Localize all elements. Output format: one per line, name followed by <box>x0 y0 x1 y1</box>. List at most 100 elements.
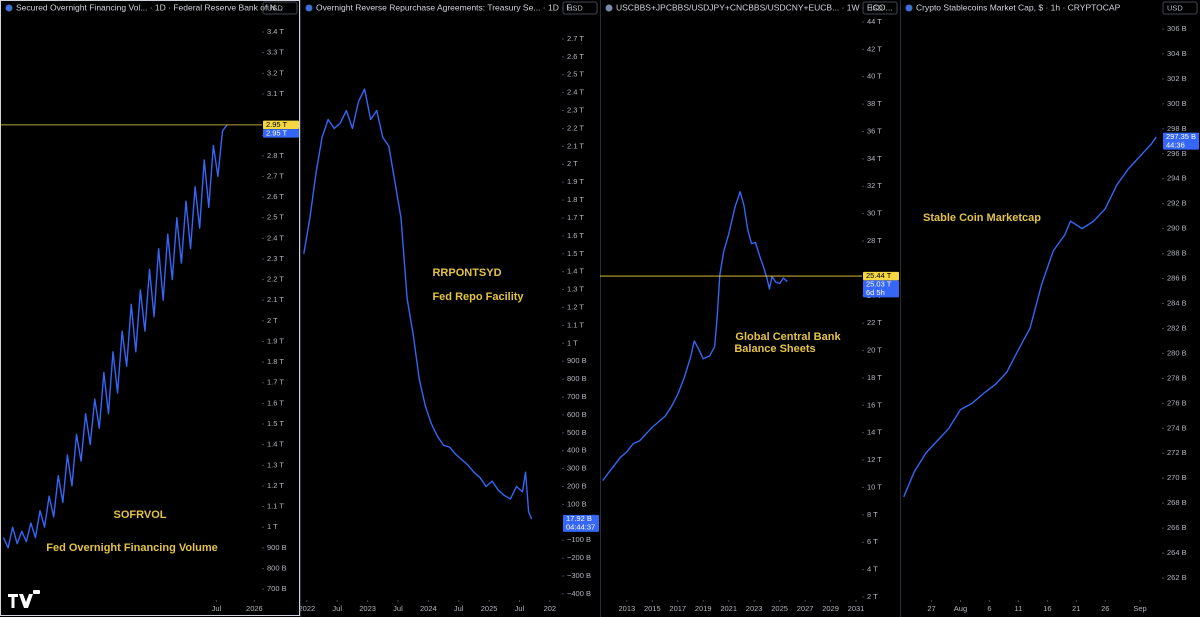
y-tick-label: 284 B <box>1167 298 1187 307</box>
y-tick-label: 1.2 T <box>267 481 284 490</box>
x-tick-label: Jul <box>515 604 525 613</box>
x-tick-label: 202 <box>544 604 557 613</box>
chart-panel: Overnight Reverse Repurchase Agreements:… <box>299 1 599 613</box>
symbol-icon <box>5 4 13 12</box>
y-tick-label: 1 T <box>267 522 278 531</box>
annotation: SOFRVOL <box>114 509 167 521</box>
y-tick-label: 3.2 T <box>267 68 284 77</box>
y-tick-label: 272 B <box>1167 448 1187 457</box>
x-tick-label: 2023 <box>746 604 763 613</box>
y-tick-label: 1.5 T <box>567 249 584 258</box>
x-tick-label: 2021 <box>720 604 737 613</box>
y-tick-label: 2.7 T <box>567 34 584 43</box>
y-tick-label: 2.2 T <box>567 123 584 132</box>
symbol-icon <box>305 4 313 12</box>
y-tick-label: 2.6 T <box>267 192 284 201</box>
x-tick-label: 2023 <box>359 604 376 613</box>
y-tick-label: 42 T <box>867 44 882 53</box>
currency-label[interactable]: USD <box>267 3 283 12</box>
selected-panel-border <box>0 0 300 616</box>
y-tick-label: 1 T <box>567 338 578 347</box>
x-tick-label: 2025 <box>481 604 498 613</box>
plot-area <box>903 136 1157 498</box>
y-tick-label: 300 B <box>567 464 587 473</box>
annotation: Balance Sheets <box>734 343 815 355</box>
y-tick-label: 800 B <box>567 374 587 383</box>
annotation: Global Central Bank <box>735 331 841 343</box>
y-tick-label: 18 T <box>867 373 882 382</box>
chart-panel: USCBBS+JPCBBS/USDJPY+CNCBBS/USDCNY+EUCB.… <box>600 1 899 613</box>
y-tick-label: 30 T <box>867 209 882 218</box>
x-tick-label: 27 <box>927 604 935 613</box>
y-tick-label: 16 T <box>867 400 882 409</box>
y-tick-label: 14 T <box>867 428 882 437</box>
y-tick-label: 20 T <box>867 346 882 355</box>
y-tick-label: 2.6 T <box>567 52 584 61</box>
y-tick-label: 12 T <box>867 455 882 464</box>
countdown-label: 44:36 <box>1166 140 1185 149</box>
y-tick-label: 100 B <box>567 499 587 508</box>
y-tick-label: −400 B <box>567 589 591 598</box>
y-tick-label: 2.3 T <box>267 254 284 263</box>
y-tick-label: 500 B <box>567 428 587 437</box>
price-label: 25.44 T <box>866 271 892 280</box>
y-tick-label: 1.7 T <box>567 213 584 222</box>
y-tick-label: 28 T <box>867 236 882 245</box>
y-tick-label: 700 B <box>567 392 587 401</box>
chart-title: USCBBS+JPCBBS/USDJPY+CNCBBS/USDCNY+EUCB.… <box>616 2 893 12</box>
chart-panel: Secured Overnight Financing Vol... · 1D … <box>0 1 299 613</box>
price-label-box <box>1163 132 1199 150</box>
price-label-box <box>863 271 899 281</box>
y-tick-label: 286 B <box>1167 274 1187 283</box>
x-tick-label: 2025 <box>771 604 788 613</box>
currency-button[interactable] <box>1162 1 1198 15</box>
x-tick-label: 2029 <box>822 604 839 613</box>
y-tick-label: 10 T <box>867 482 882 491</box>
y-tick-label: 2.5 T <box>567 70 584 79</box>
annotation: Fed Repo Facility <box>432 291 524 303</box>
x-tick-label: 6 <box>987 604 991 613</box>
y-tick-label: 292 B <box>1167 199 1187 208</box>
y-tick-label: 2.4 T <box>567 88 584 97</box>
x-tick-label: Jul <box>393 604 403 613</box>
currency-label[interactable]: USD <box>867 3 883 12</box>
x-tick-label: 2031 <box>848 604 865 613</box>
y-tick-label: 22 T <box>867 318 882 327</box>
chart-title: Crypto Stablecoins Market Cap, $ · 1h · … <box>916 2 1121 12</box>
y-tick-label: 274 B <box>1167 423 1187 432</box>
y-tick-label: −200 B <box>567 553 591 562</box>
y-tick-label: 32 T <box>867 181 882 190</box>
price-label-box <box>263 129 299 138</box>
y-tick-label: 300 B <box>1167 99 1187 108</box>
currency-button[interactable] <box>862 1 898 15</box>
y-tick-label: 400 B <box>567 446 587 455</box>
y-tick-label: 2.4 T <box>267 233 284 242</box>
currency-label[interactable]: USD <box>567 3 583 12</box>
symbol-icon <box>905 4 913 12</box>
x-tick-label: 2026 <box>246 604 263 613</box>
y-tick-label: 1.1 T <box>267 502 284 511</box>
y-tick-label: 268 B <box>1167 498 1187 507</box>
data-line <box>903 136 1157 498</box>
x-tick-label: Jul <box>212 604 222 613</box>
y-tick-label: 2.5 T <box>267 213 284 222</box>
price-label: 25.03 T <box>866 280 892 289</box>
y-tick-label: 296 B <box>1167 149 1187 158</box>
y-tick-label: 1.9 T <box>267 336 284 345</box>
x-tick-label: 11 <box>1014 604 1022 613</box>
y-tick-label: 900 B <box>267 543 287 552</box>
currency-button[interactable] <box>262 1 298 15</box>
y-tick-label: 266 B <box>1167 523 1187 532</box>
y-tick-label: 1.8 T <box>267 357 284 366</box>
y-tick-label: 44 T <box>867 17 882 26</box>
x-tick-label: 2027 <box>797 604 814 613</box>
y-tick-label: 264 B <box>1167 548 1187 557</box>
x-tick-label: Sep <box>1133 604 1146 613</box>
tv-logo <box>6 590 40 610</box>
currency-label[interactable]: USD <box>1167 3 1183 12</box>
y-tick-label: 1.7 T <box>267 378 284 387</box>
currency-button[interactable] <box>562 1 598 15</box>
x-tick-label: 21 <box>1072 604 1080 613</box>
data-line <box>2 124 228 549</box>
